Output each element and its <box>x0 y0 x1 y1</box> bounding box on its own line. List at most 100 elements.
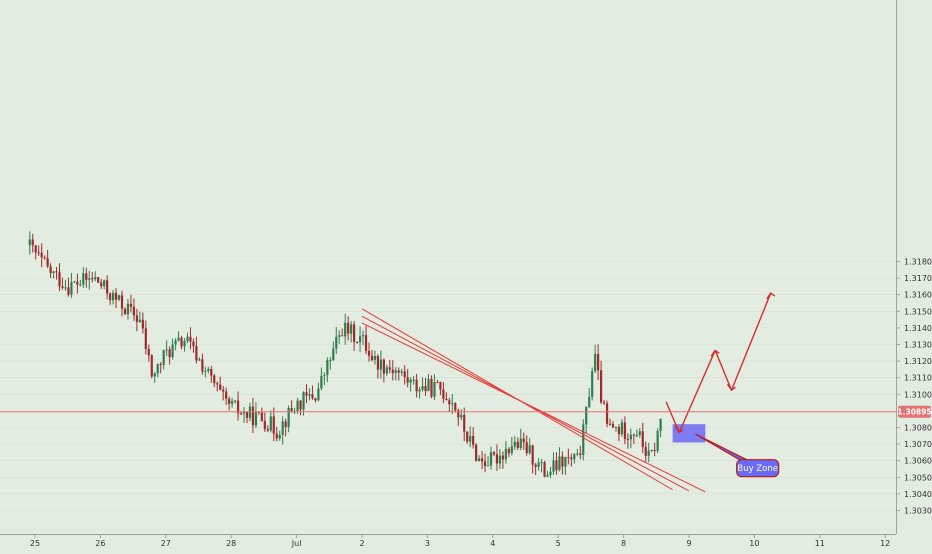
candle-body <box>635 435 638 437</box>
candle-body <box>475 444 478 461</box>
candle-body <box>510 446 513 454</box>
candle-body <box>34 245 37 253</box>
candle-body <box>317 388 320 401</box>
candle-body <box>311 394 314 399</box>
candle-body <box>111 292 115 301</box>
candle-body <box>653 450 656 452</box>
candle-body <box>192 341 195 346</box>
candle-body <box>213 375 216 384</box>
candle-body <box>602 402 606 404</box>
candle-body <box>623 422 627 439</box>
candle-body <box>79 284 82 286</box>
candle-body <box>103 280 106 287</box>
candle-body <box>531 445 534 465</box>
candle-body <box>123 308 127 315</box>
candle-body <box>522 438 525 443</box>
candle-body <box>415 379 418 392</box>
candle-body <box>305 392 308 396</box>
candle-body <box>561 456 564 467</box>
candle-body <box>67 287 70 295</box>
price-tick-label: 1.30400 <box>904 490 932 499</box>
candle-body <box>427 378 430 392</box>
candle-body <box>617 427 621 435</box>
candle-body <box>576 453 579 455</box>
candle-body <box>629 434 632 440</box>
price-tick-label: 1.30300 <box>904 507 932 516</box>
candle-body <box>126 303 130 315</box>
candle-body <box>225 391 228 399</box>
candles-group <box>28 231 662 479</box>
candle-body <box>299 400 302 410</box>
candle-body <box>448 400 451 405</box>
buy-zone-callout[interactable]: Buy Zone <box>695 433 780 478</box>
candle-body <box>135 315 138 322</box>
candle-body <box>605 403 609 424</box>
price-badge-background <box>898 405 931 418</box>
candle-body <box>254 411 258 426</box>
price-tick-label: 1.31800 <box>904 258 932 267</box>
candle-body <box>367 350 371 356</box>
candle-body <box>195 345 198 361</box>
candle-body <box>555 460 558 471</box>
callout-box[interactable] <box>736 459 780 478</box>
candle-body <box>28 239 31 245</box>
candle-body <box>260 412 263 421</box>
candle-body <box>201 359 204 372</box>
time-axis[interactable]: 25 26 27 28 Jul 2 3 4 5 8 9 10 11 12 <box>0 534 896 548</box>
candle-body <box>424 386 427 392</box>
candle-body <box>266 429 269 431</box>
candle-body <box>409 379 412 383</box>
time-tick-label: 10 <box>749 539 759 548</box>
candle-body <box>183 341 186 347</box>
candle-body <box>549 471 552 475</box>
candle-body <box>454 403 457 411</box>
candle-body <box>489 452 493 466</box>
candle-body <box>129 303 133 307</box>
price-tick-label: 1.31600 <box>904 291 932 300</box>
candle-body <box>469 435 472 442</box>
candle-body <box>323 375 326 377</box>
projection-arrow-path[interactable] <box>665 292 776 434</box>
candle-body <box>88 278 91 280</box>
candle-body <box>329 359 332 361</box>
candle-body <box>114 292 118 300</box>
candle-body <box>647 450 650 456</box>
price-tick-label: 1.31200 <box>904 357 932 366</box>
candle-body <box>335 336 338 349</box>
candle-body <box>55 271 58 273</box>
candle-body <box>501 455 505 460</box>
candle-body <box>379 359 383 370</box>
candle-body <box>40 252 43 258</box>
trendline[interactable] <box>361 322 706 493</box>
candle-body <box>275 433 278 439</box>
time-tick-label: 28 <box>226 539 236 548</box>
candle-body <box>573 454 576 460</box>
callout-label: Buy Zone <box>737 464 778 474</box>
price-tick-label: 1.31700 <box>904 274 932 283</box>
candle-body <box>656 430 659 451</box>
candle-body <box>171 344 174 358</box>
candle-body <box>156 364 159 374</box>
price-axis[interactable]: 1.31800 1.31700 1.31600 1.31500 1.31400 1.313… <box>896 0 932 534</box>
candle-body <box>278 434 281 439</box>
candle-body <box>355 341 359 343</box>
candle-body <box>162 350 165 365</box>
candle-body <box>219 384 222 390</box>
candle-body <box>236 400 240 414</box>
candle-body <box>403 371 406 378</box>
time-tick-label: 8 <box>621 539 626 548</box>
candle-body <box>516 441 519 449</box>
time-tick-label: 25 <box>30 539 40 548</box>
candle-body <box>373 356 377 360</box>
trendline-channel[interactable] <box>361 308 706 493</box>
time-tick-label: 12 <box>880 539 890 548</box>
candle-body <box>588 396 591 407</box>
candle-body <box>600 370 603 403</box>
candle-body <box>614 427 618 429</box>
candle-body <box>385 367 388 374</box>
candle-body <box>245 411 249 418</box>
candle-body <box>650 450 653 452</box>
candle-body <box>174 340 177 345</box>
